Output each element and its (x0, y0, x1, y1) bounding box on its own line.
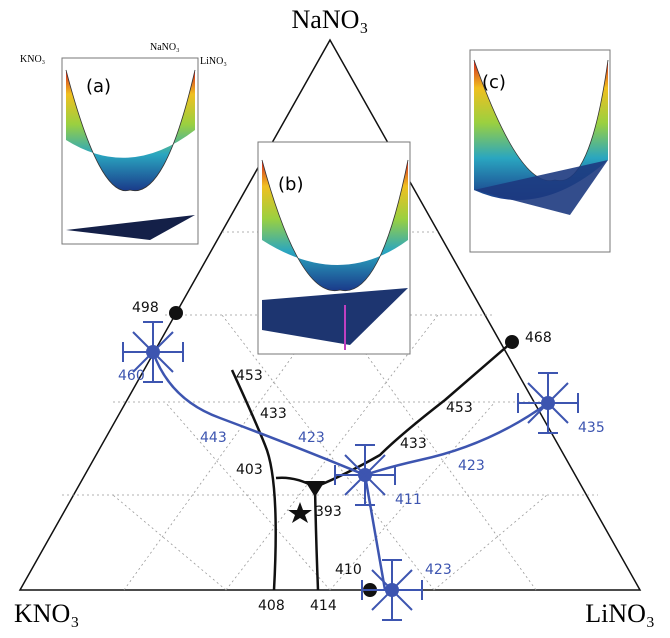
black-dot (505, 335, 519, 349)
inset-label: LiNO₃ (200, 56, 227, 67)
temp-label: 435 (578, 420, 605, 436)
temp-label: 433 (260, 406, 287, 422)
ternary-diagram: NaNO₃ KNO₃ LiNO₃ KNO₃ NaNO₃ LiNO₃ (a) (b… (0, 0, 670, 638)
temp-label: 453 (446, 400, 473, 416)
vertex-label: LiNO₃ (585, 599, 655, 628)
inset-label: KNO₃ (20, 54, 45, 65)
inset-label: (c) (482, 72, 506, 93)
temp-label: 393 (315, 504, 342, 520)
temp-label: 443 (200, 430, 227, 446)
inset-label: (b) (278, 174, 303, 195)
temp-label: 410 (335, 562, 362, 578)
temp-label: 423 (458, 458, 485, 474)
blue-point (518, 373, 578, 433)
vertex-label: NaNO₃ (292, 5, 369, 34)
blue-point (335, 445, 395, 505)
temp-label: 423 (425, 562, 452, 578)
inset-b: (b) (258, 142, 410, 354)
inset-label: (a) (86, 76, 111, 97)
inset-c: (c) (470, 50, 610, 252)
temp-label: 423 (298, 430, 325, 446)
black-curve (276, 478, 318, 590)
temp-label: 408 (258, 598, 285, 614)
temp-label: 414 (310, 598, 337, 614)
vertex-label: KNO₃ (14, 599, 79, 628)
temp-label: 453 (236, 368, 263, 384)
star (288, 502, 312, 523)
temp-label: 433 (400, 436, 427, 452)
inset-label: NaNO₃ (150, 42, 180, 53)
temp-label: 403 (236, 462, 263, 478)
temp-label: 460 (118, 368, 145, 384)
temp-label: 468 (525, 330, 552, 346)
blue-point (362, 560, 422, 620)
temp-label: 498 (132, 300, 159, 316)
black-curve (232, 370, 276, 590)
black-dot (169, 306, 183, 320)
temp-label: 411 (395, 492, 422, 508)
inset-a: KNO₃ NaNO₃ LiNO₃ (a) (20, 42, 227, 244)
